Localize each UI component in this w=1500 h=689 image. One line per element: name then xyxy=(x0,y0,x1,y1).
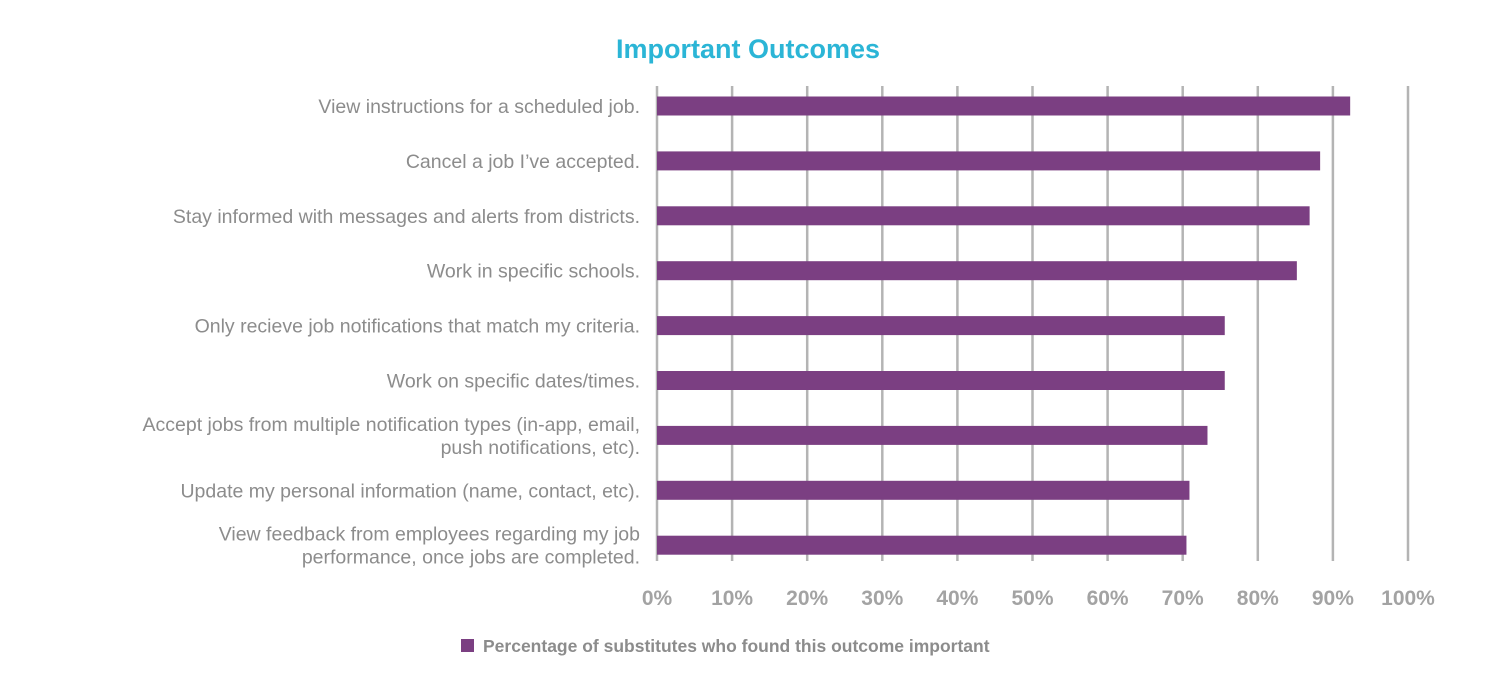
category-labels: View instructions for a scheduled job. Ca… xyxy=(143,96,641,569)
category-label: Cancel a job I’ve accepted. xyxy=(406,151,640,173)
x-tick-label: 90% xyxy=(1312,587,1354,610)
category-label: View feedback from employees regarding m… xyxy=(219,524,640,546)
x-tick-label: 60% xyxy=(1087,587,1129,610)
x-tick-label: 30% xyxy=(861,587,903,610)
x-tick-label: 0% xyxy=(642,587,673,610)
bar xyxy=(657,206,1310,226)
bar xyxy=(657,480,1190,500)
legend: Percentage of substitutes who found this… xyxy=(461,636,990,656)
legend-label: Percentage of substitutes who found this… xyxy=(483,636,990,656)
bar xyxy=(657,425,1208,445)
category-label: View instructions for a scheduled job. xyxy=(318,96,640,118)
bar xyxy=(657,371,1225,390)
x-tick-label: 100% xyxy=(1381,587,1435,610)
category-label: Stay informed with messages and alerts f… xyxy=(173,206,640,228)
x-tick-label: 10% xyxy=(711,587,753,610)
category-label: push notifications, etc). xyxy=(441,437,640,459)
x-tick-labels: 0% 10% 20% 30% 40% 50% 60% 70% 80% 90% 100% xyxy=(642,587,1435,610)
category-label: Work on specific dates/times. xyxy=(387,371,640,393)
category-label: Work in specific schools. xyxy=(427,261,640,283)
bars xyxy=(657,96,1351,555)
bar xyxy=(657,151,1321,171)
category-label: Only recieve job notifications that matc… xyxy=(195,316,640,338)
category-label: performance, once jobs are completed. xyxy=(302,547,640,569)
x-tick-label: 80% xyxy=(1237,587,1279,610)
x-tick-label: 50% xyxy=(1011,587,1053,610)
category-label: Accept jobs from multiple notification t… xyxy=(143,414,640,436)
x-tick-label: 70% xyxy=(1162,587,1204,610)
bar xyxy=(657,316,1225,336)
category-label: Update my personal information (name, co… xyxy=(180,480,640,502)
x-tick-label: 40% xyxy=(936,587,978,610)
chart-title: Important Outcomes xyxy=(616,34,880,64)
bar xyxy=(657,261,1297,281)
bar xyxy=(657,535,1187,555)
legend-swatch xyxy=(461,639,474,652)
bar xyxy=(657,96,1351,116)
x-tick-label: 20% xyxy=(786,587,828,610)
